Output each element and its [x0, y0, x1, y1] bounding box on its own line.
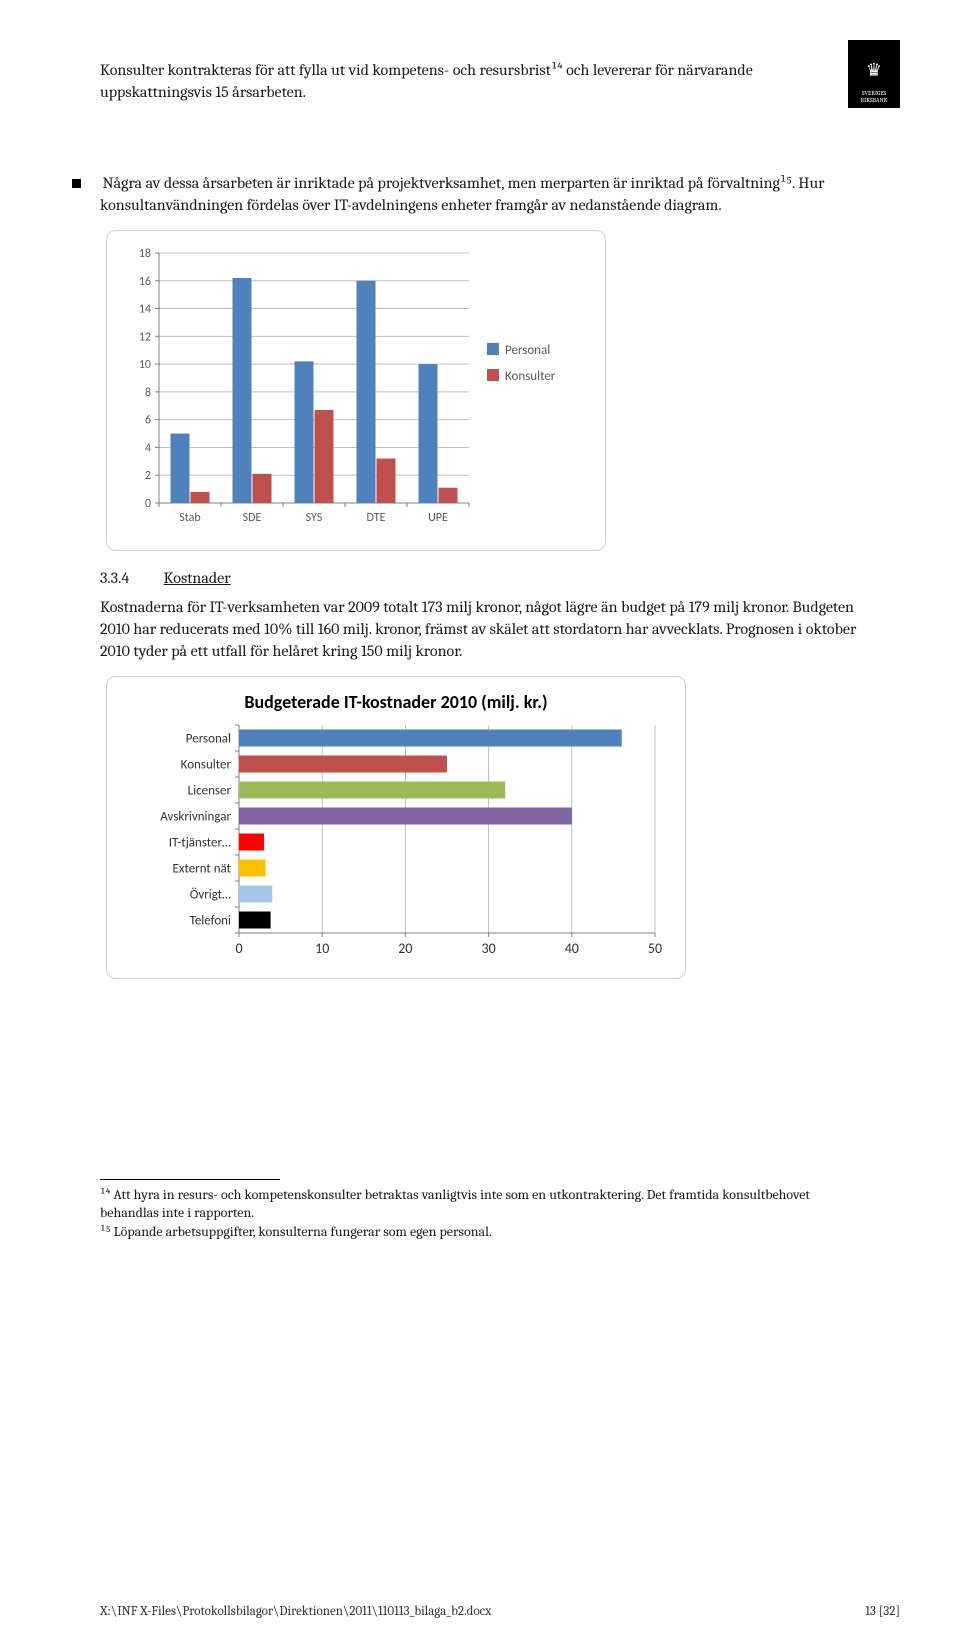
svg-text:SYS: SYS	[306, 511, 323, 525]
svg-text:16: 16	[139, 275, 151, 289]
svg-text:8: 8	[145, 386, 151, 400]
footnote-rule	[100, 1179, 280, 1180]
svg-text:10: 10	[139, 358, 151, 372]
svg-text:6: 6	[145, 414, 151, 428]
footnote-15: ¹⁵ Löpande arbetsuppgifter, konsulterna …	[100, 1223, 860, 1241]
svg-text:Stab: Stab	[179, 511, 200, 525]
svg-text:DTE: DTE	[367, 511, 386, 525]
logo-crown-icon: ♛	[866, 62, 882, 80]
svg-text:40: 40	[565, 940, 579, 957]
svg-text:4: 4	[145, 442, 151, 456]
bullet-icon	[72, 179, 81, 188]
svg-text:Telefoni: Telefoni	[190, 913, 231, 928]
section-title: Kostnader	[164, 569, 231, 587]
chart2-svg: 0 10 20 30 40 50 Personal Konsulter Licenser Avsk…	[123, 719, 669, 963]
svg-text:Konsulter: Konsulter	[505, 369, 556, 384]
paragraph-1: Konsulter kontrakteras för att fylla ut …	[100, 60, 860, 103]
chart1-svg: 0 2 4 6 8 10 12 14 16 18 Stab SDE SYS DTE UPE Personal K…	[123, 245, 589, 535]
paragraph-2: Några av dessa årsarbeten är inriktade p…	[100, 173, 860, 216]
svg-text:Konsulter: Konsulter	[181, 757, 232, 772]
svg-text:12: 12	[139, 331, 151, 345]
chart2-title: Budgeterade IT-kostnader 2010 (milj. kr.…	[123, 691, 669, 713]
svg-text:14: 14	[139, 303, 151, 317]
svg-text:Personal: Personal	[505, 343, 550, 358]
footer-page: 13 [32]	[865, 1604, 900, 1619]
chart2-frame: Budgeterade IT-kostnader 2010 (milj. kr.…	[106, 676, 686, 979]
footnotes: ¹⁴ Att hyra in resurs- och kompetenskons…	[100, 1179, 860, 1241]
svg-text:Licenser: Licenser	[188, 783, 232, 798]
paragraph-2-text: Några av dessa årsarbeten är inriktade p…	[100, 174, 825, 214]
svg-text:50: 50	[648, 940, 662, 957]
chart1-frame: 0 2 4 6 8 10 12 14 16 18 Stab SDE SYS DTE UPE Personal K…	[106, 230, 606, 551]
svg-text:Avskrivningar: Avskrivningar	[160, 809, 231, 824]
section-number: 3.3.4	[100, 569, 160, 587]
svg-text:IT-tjänster…: IT-tjänster…	[169, 835, 231, 850]
svg-text:0: 0	[145, 497, 151, 511]
svg-text:Personal: Personal	[186, 731, 231, 746]
riksbank-logo: ♛ SVERIGES RIKSBANK	[848, 40, 900, 108]
svg-text:10: 10	[315, 940, 329, 957]
svg-text:UPE: UPE	[428, 511, 448, 525]
svg-text:18: 18	[139, 247, 151, 261]
svg-text:Övrigt…: Övrigt…	[190, 887, 231, 902]
logo-text: SVERIGES RIKSBANK	[860, 90, 887, 104]
svg-text:SDE: SDE	[243, 511, 262, 525]
footer-path: X:\INF X-Files\Protokollsbilagor\Direkti…	[100, 1604, 491, 1619]
svg-text:0: 0	[235, 940, 242, 957]
footnote-14: ¹⁴ Att hyra in resurs- och kompetenskons…	[100, 1186, 860, 1222]
paragraph-3: Kostnaderna för IT-verksamheten var 2009…	[100, 597, 860, 662]
page-footer: X:\INF X-Files\Protokollsbilagor\Direkti…	[100, 1604, 900, 1619]
svg-text:2: 2	[145, 470, 151, 484]
svg-text:Externt nät: Externt nät	[172, 861, 231, 876]
section-heading: 3.3.4 Kostnader	[100, 569, 860, 587]
svg-text:20: 20	[398, 940, 412, 957]
svg-text:30: 30	[481, 940, 495, 957]
